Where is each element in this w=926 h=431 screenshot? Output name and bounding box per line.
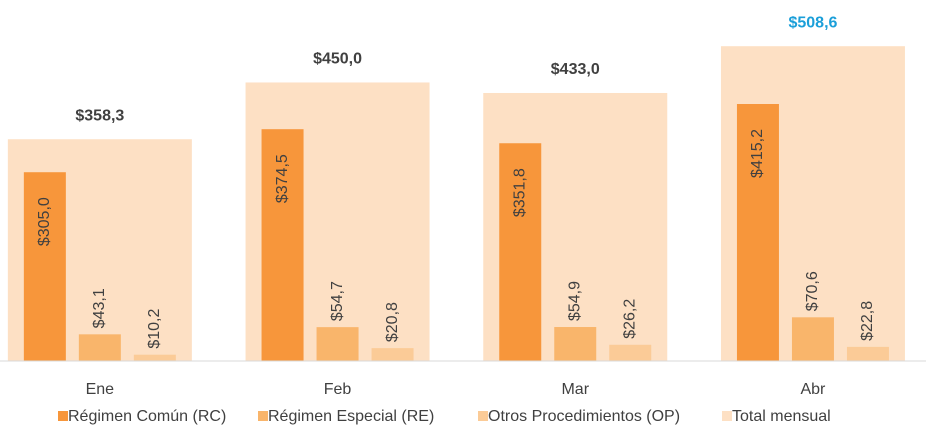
value-label: $20,8 [384,302,401,342]
legend-label: Otros Procedimientos (OP) [488,408,680,425]
legend-label: Régimen Especial (RE) [268,408,434,425]
bar [316,327,359,361]
total-label: $358,3 [75,107,124,124]
value-label: $415,2 [749,129,766,178]
legend-swatch [258,411,268,421]
value-label: $10,2 [146,309,163,349]
value-label: $374,5 [274,154,291,203]
total-label: $450,0 [313,51,362,68]
value-label: $54,7 [329,281,346,321]
bar [846,346,889,361]
value-label: $70,6 [804,271,821,311]
x-tick-label: Mar [561,381,589,398]
value-label: $43,1 [91,288,108,328]
bar [791,317,834,361]
value-label: $351,8 [511,168,528,217]
bar [736,104,779,361]
bar [554,327,597,361]
legend-swatch [478,411,488,421]
legend-label: Total mensual [732,408,831,425]
value-label: $305,0 [36,197,53,246]
legend-swatch [58,411,68,421]
bar [499,143,542,361]
total-label: $433,0 [551,61,600,78]
value-label: $26,2 [621,299,638,339]
total-label: $508,6 [788,14,837,31]
value-label: $22,8 [859,301,876,341]
legend-swatch [722,411,732,421]
bar [23,172,66,361]
value-label: $54,9 [566,281,583,321]
x-tick-label: Ene [86,381,115,398]
bar [609,344,652,361]
x-tick-label: Abr [800,381,826,398]
bar [261,129,304,361]
bar [78,334,121,361]
bar [133,354,176,361]
legend-label: Régimen Común (RC) [68,408,226,425]
x-tick-label: Feb [324,381,352,398]
bar [371,348,414,361]
